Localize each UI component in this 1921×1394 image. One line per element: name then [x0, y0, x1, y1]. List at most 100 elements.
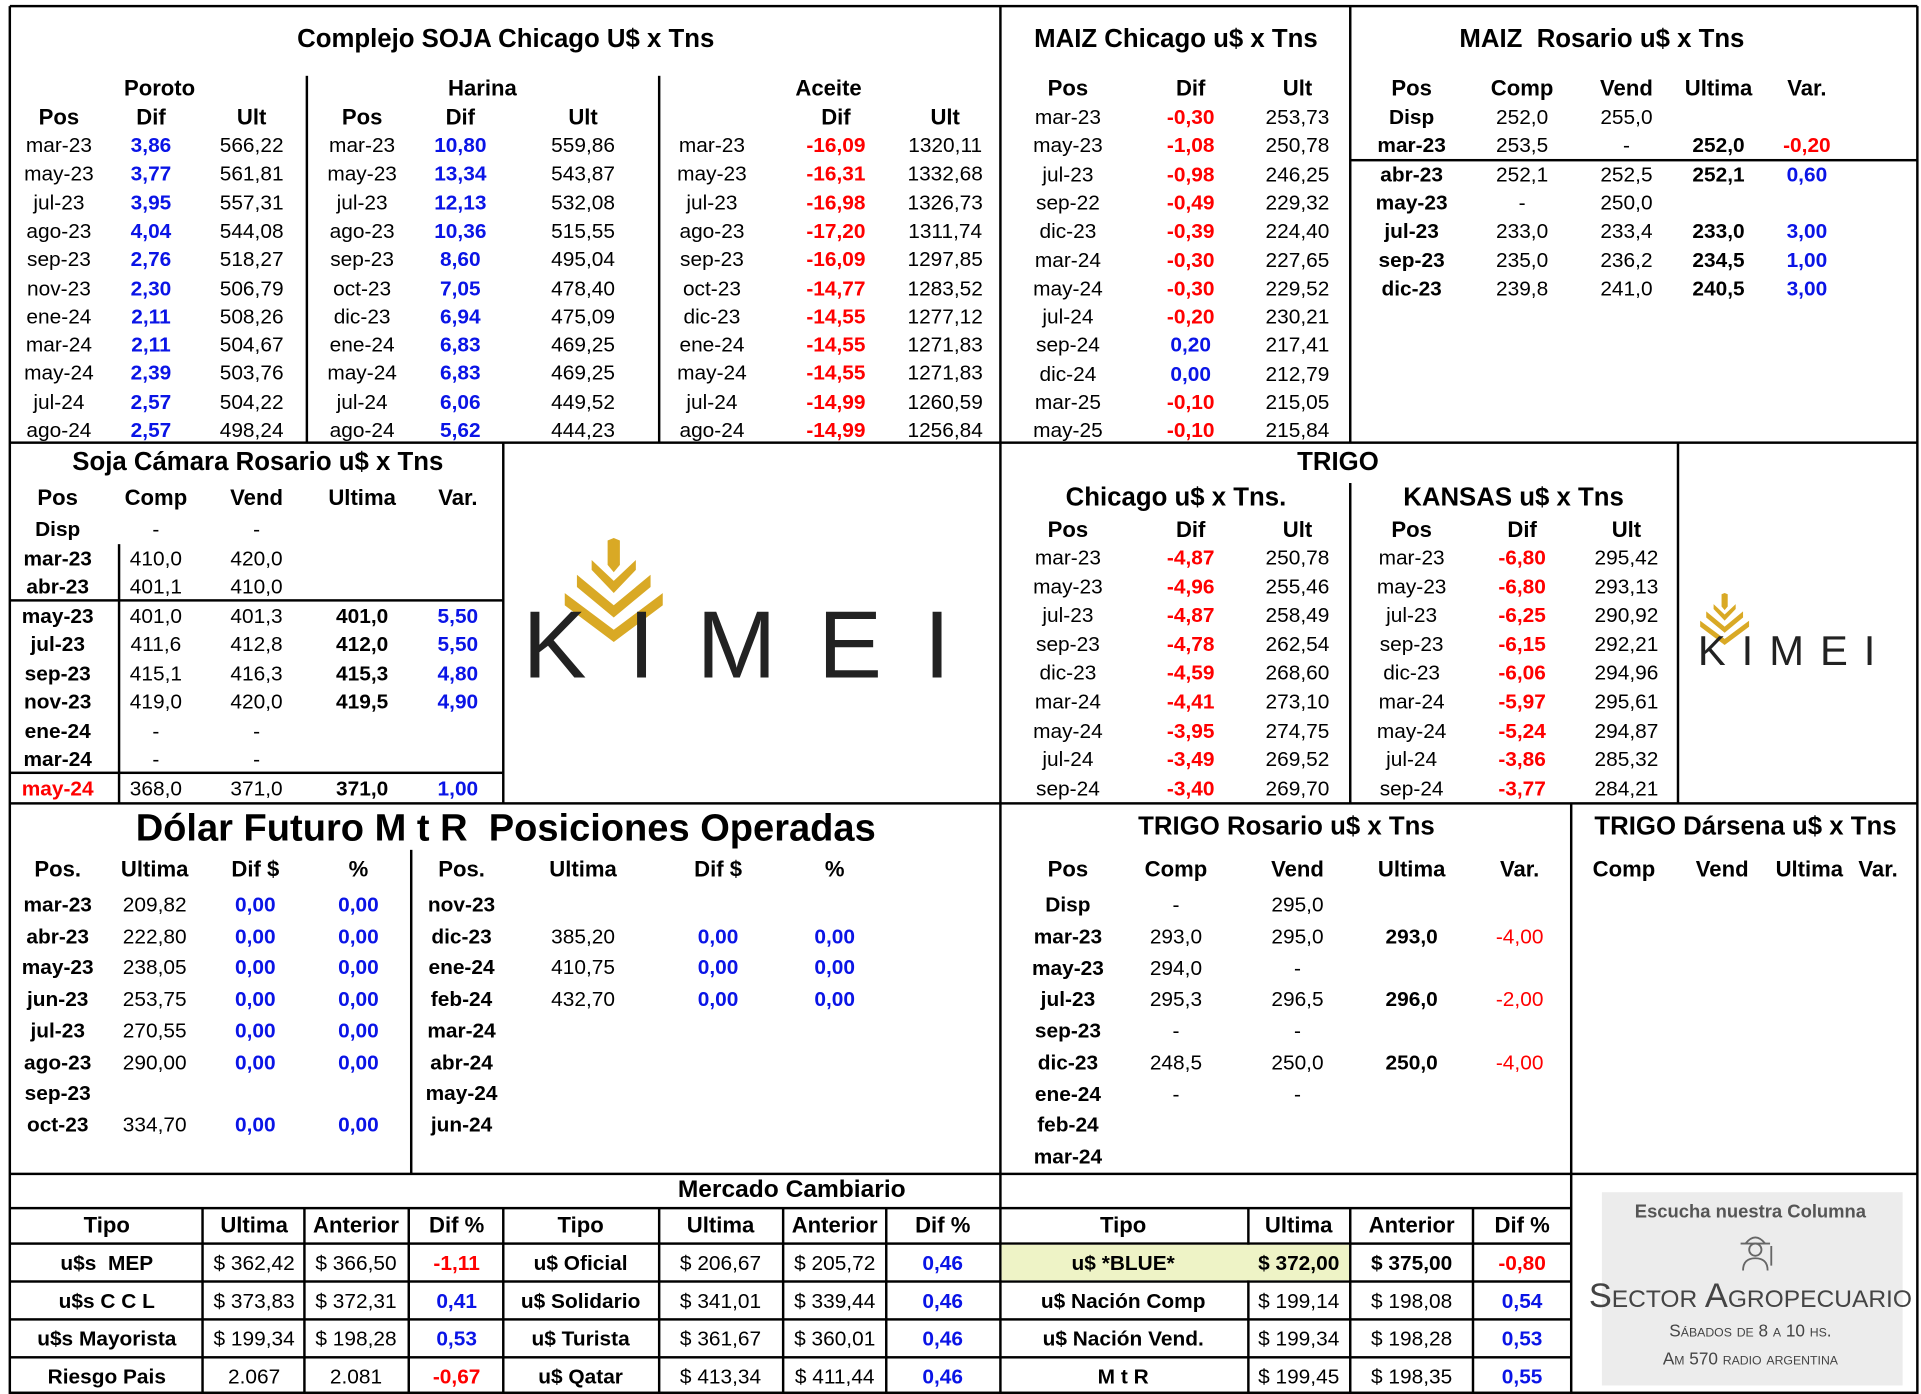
column-header: Dif $	[694, 858, 742, 880]
cell: 444,23	[551, 420, 615, 441]
cell: 0,00	[338, 1114, 379, 1135]
rule	[1349, 6, 1351, 443]
cell: $ 198,08	[1371, 1291, 1452, 1312]
cell: $ 372,00	[1258, 1253, 1339, 1274]
cell: abr-23	[26, 926, 89, 947]
cell: 1320,11	[908, 135, 982, 156]
cell: $ 199,34	[213, 1329, 294, 1350]
cell: 5,62	[440, 420, 481, 441]
column-header: Pos.	[34, 858, 81, 880]
cell: 0,41	[436, 1291, 477, 1312]
cell: -	[1294, 1020, 1301, 1041]
cell: 1260,59	[907, 392, 982, 413]
cell: -16,98	[806, 192, 865, 213]
cell: -16,09	[806, 135, 865, 156]
cell: $ 199,34	[1258, 1329, 1339, 1350]
cell: 6,06	[440, 392, 481, 413]
cell: 2.081	[330, 1366, 382, 1387]
cell: may-24	[1033, 720, 1103, 741]
cell: -14,77	[806, 278, 865, 299]
cell: may-24	[1377, 720, 1447, 741]
cell: 230,21	[1266, 306, 1330, 327]
cell: 1283,52	[907, 278, 982, 299]
column-header: Var.	[1787, 77, 1826, 99]
cell: 411,6	[131, 634, 182, 655]
rule	[1349, 483, 1351, 803]
cell: 0,00	[235, 1020, 276, 1041]
cell: -0,10	[1167, 392, 1215, 413]
cell: -14,55	[806, 363, 865, 384]
cell: 0,60	[1787, 164, 1828, 185]
cell: 5,50	[438, 605, 479, 626]
cell: 250,0	[1600, 192, 1652, 213]
column-header: Ultima	[1378, 858, 1446, 880]
ad-icon	[1733, 1229, 1777, 1273]
rule	[10, 1281, 1571, 1283]
cell: -1,11	[433, 1253, 479, 1274]
cell: 250,0	[1271, 1052, 1323, 1073]
cell: 274,75	[1266, 720, 1330, 741]
cell: sep-23	[680, 249, 744, 270]
cell: dic-23	[1381, 278, 1441, 299]
cell: 1297,85	[907, 249, 982, 270]
cell: 250,0	[1386, 1052, 1438, 1073]
cell: sep-23	[25, 663, 91, 684]
cell: 222,80	[123, 926, 187, 947]
column-header: Ultima	[220, 1214, 288, 1236]
cell: -4,41	[1167, 691, 1215, 712]
section-title: Dólar Futuro M t R Posiciones Operadas	[136, 809, 876, 847]
cell: 0,46	[922, 1329, 963, 1350]
cell: $ 199,45	[1258, 1366, 1339, 1387]
cell: 253,75	[123, 989, 187, 1010]
cell: -	[1519, 192, 1526, 213]
cell: -0,67	[433, 1366, 481, 1387]
cell: 0,46	[922, 1253, 963, 1274]
cell: -14,99	[806, 420, 865, 441]
cell: sep-22	[1036, 192, 1100, 213]
cell: 0,00	[338, 926, 379, 947]
column-header: Var.	[438, 487, 477, 509]
cell: dic-23	[431, 926, 491, 947]
cell: 495,04	[551, 249, 615, 270]
cell: 412,0	[336, 634, 388, 655]
cell: -3,77	[1498, 778, 1546, 799]
cell: 7,05	[440, 278, 481, 299]
cell: u$ Solidario	[521, 1291, 640, 1312]
cell: ago-24	[679, 420, 744, 441]
cell: 233,0	[1496, 221, 1548, 242]
cell: 248,5	[1150, 1052, 1202, 1073]
cell: dic-23	[684, 306, 741, 327]
cell: $ 198,35	[1371, 1366, 1452, 1387]
cell: 419,0	[130, 692, 182, 713]
cell: may-23	[1377, 576, 1447, 597]
column-header: Pos	[1048, 518, 1089, 540]
cell: 543,87	[551, 164, 615, 185]
cell: ene-24	[330, 335, 395, 356]
rule	[502, 1208, 504, 1394]
cell: 0,00	[338, 1052, 379, 1073]
ad-title: Sector Agropecuario	[1589, 1279, 1912, 1313]
cell: 1277,12	[907, 306, 982, 327]
cell: 235,0	[1496, 249, 1548, 270]
cell: 1256,84	[907, 420, 982, 441]
column-header: Dif	[821, 106, 850, 128]
cell: 292,21	[1595, 634, 1659, 655]
cell: $ 361,67	[680, 1329, 761, 1350]
cell: 224,40	[1266, 221, 1330, 242]
cell: mar-24	[1035, 249, 1101, 270]
cell: dic-23	[334, 306, 391, 327]
cell: 0,00	[698, 957, 739, 978]
cell: 293,0	[1150, 926, 1202, 947]
rule	[1472, 1208, 1474, 1394]
rule	[1247, 1208, 1249, 1394]
column-header: Pos	[1391, 518, 1432, 540]
cell: jul-24	[33, 392, 84, 413]
cell: $ 372,31	[315, 1291, 396, 1312]
cell: 0,46	[922, 1366, 963, 1387]
cell: oct-23	[27, 1114, 88, 1135]
cell: may-23	[327, 164, 397, 185]
cell: u$ *BLUE*	[1072, 1253, 1175, 1274]
cell: jul-23	[686, 192, 737, 213]
cell: $ 375,00	[1371, 1253, 1452, 1274]
cell: 239,8	[1496, 278, 1548, 299]
